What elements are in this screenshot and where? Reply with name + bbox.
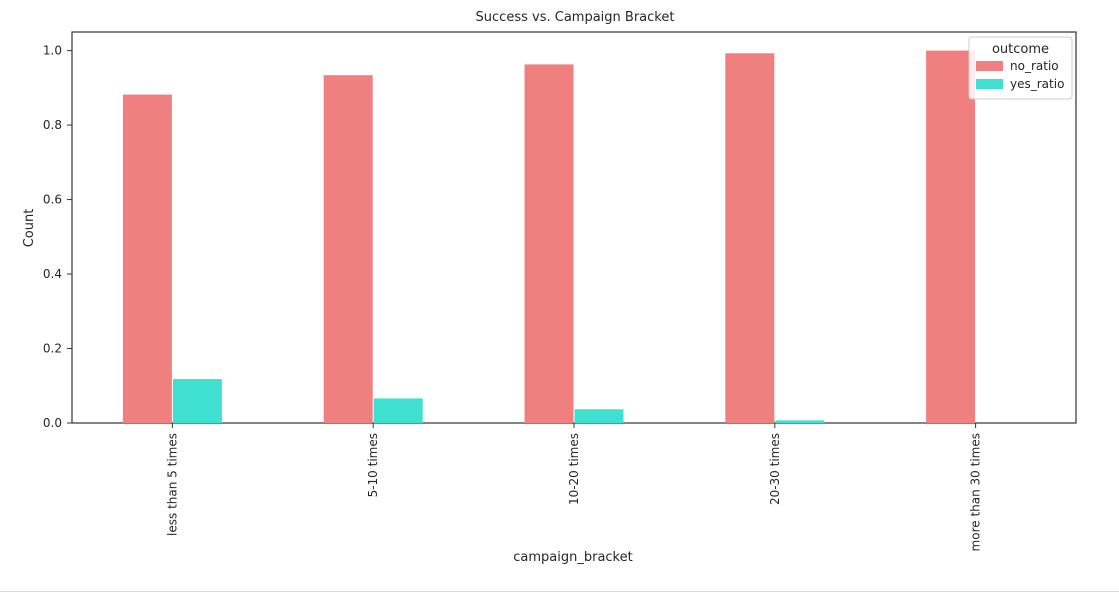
legend-label-no_ratio: no_ratio bbox=[1010, 59, 1059, 73]
chart-title: Success vs. Campaign Bracket bbox=[476, 10, 675, 25]
bar-yes_ratio-0 bbox=[172, 379, 222, 423]
y-tick-label: 1.0 bbox=[43, 44, 62, 58]
output-divider bbox=[0, 591, 1119, 592]
plot-area: 0.0 0.2 0.4 0.6 0.8 1.0 less than 5 times 5-10 … bbox=[43, 31, 1077, 551]
y-tick-label: 0.4 bbox=[43, 267, 62, 281]
bar-yes_ratio-3 bbox=[775, 420, 825, 423]
bar-no_ratio-3 bbox=[725, 53, 775, 424]
y-axis-label: Count bbox=[22, 209, 37, 248]
x-tick-label: 20-30 times bbox=[768, 433, 782, 505]
x-tick-label: more than 30 times bbox=[969, 433, 983, 551]
bar-no_ratio-1 bbox=[323, 75, 373, 423]
x-tick-label: 5-10 times bbox=[366, 433, 380, 497]
bar-yes_ratio-1 bbox=[373, 398, 423, 423]
plot-frame bbox=[71, 31, 1077, 424]
y-tick-label: 0.8 bbox=[43, 118, 62, 132]
x-tick-label: less than 5 times bbox=[165, 433, 179, 536]
y-tick-label: 0.6 bbox=[43, 193, 62, 207]
x-axis-label: campaign_bracket bbox=[513, 550, 632, 565]
legend: outcome no_ratio yes_ratio bbox=[968, 36, 1073, 100]
bar-no_ratio-2 bbox=[524, 64, 574, 423]
legend-swatch-no_ratio bbox=[976, 61, 1003, 71]
legend-title: outcome bbox=[992, 42, 1049, 57]
y-tick-label: 0.2 bbox=[43, 342, 62, 356]
bar-no_ratio-4 bbox=[926, 50, 976, 423]
legend-swatch-yes_ratio bbox=[976, 79, 1003, 89]
bar-yes_ratio-2 bbox=[574, 409, 624, 423]
bar-no_ratio-0 bbox=[122, 94, 172, 423]
legend-label-yes_ratio: yes_ratio bbox=[1010, 77, 1064, 91]
y-tick-label: 0.0 bbox=[43, 416, 62, 430]
x-tick-label: 10-20 times bbox=[567, 433, 581, 505]
